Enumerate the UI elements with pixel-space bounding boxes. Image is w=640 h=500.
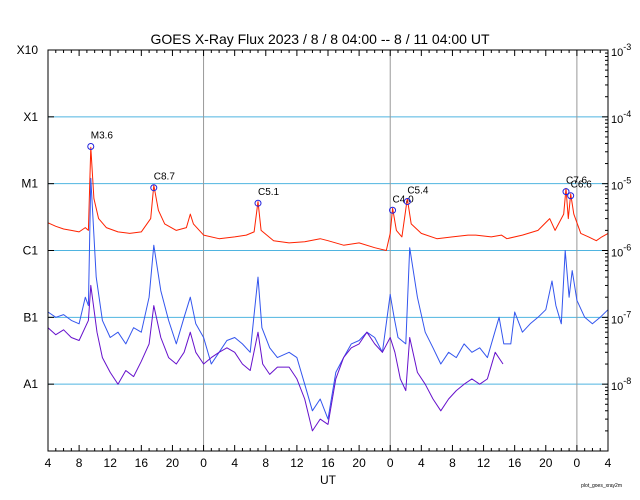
y-left-tick-label: C1	[23, 244, 39, 258]
flare-label: C6.6	[571, 180, 593, 191]
x-tick-label: 12	[104, 456, 118, 470]
plot-credit: plot_goes_xray2m	[581, 483, 622, 489]
x-tick-label: 20	[166, 456, 180, 470]
x-tick-label: 0	[387, 456, 394, 470]
x-tick-label: 12	[290, 456, 304, 470]
y-left-tick-label: M1	[21, 177, 38, 191]
y-left-tick-label: X10	[17, 43, 39, 57]
flare-label: C4.0	[393, 194, 415, 205]
x-tick-label: 8	[76, 456, 83, 470]
y-axis-left-labels: X10 X1 M1 C1 B1 A1	[17, 43, 54, 391]
x-tick-label: 4	[605, 456, 612, 470]
day-boundary-lines	[203, 50, 578, 451]
flare-annotations: M3.6 C8.7 C5.1 C4.0C5.4 C7.6C6.6	[87, 130, 593, 214]
x-tick-label: 8	[262, 456, 269, 470]
y-left-tick-label: B1	[23, 310, 38, 324]
flare-label: C7.6	[566, 176, 588, 187]
flare-label: C5.1	[258, 187, 280, 198]
x-tick-label: 12	[477, 456, 491, 470]
flare-marker	[567, 192, 575, 200]
flare-marker	[389, 206, 397, 214]
flare-label: C8.7	[154, 172, 176, 183]
series-line-0	[47, 146, 609, 251]
flare-marker	[403, 198, 411, 206]
x-axis-ticks: 4 8 12 16 20 0 4 8 12 16 20 0 4 8 12 16 20 0 4	[45, 50, 612, 470]
x-tick-label: 16	[508, 456, 522, 470]
flare-marker	[562, 188, 570, 196]
data-series	[47, 146, 609, 432]
x-tick-label: 20	[539, 456, 553, 470]
x-tick-label: 16	[321, 456, 335, 470]
x-axis-label: UT	[320, 473, 337, 487]
x-tick-label: 0	[200, 456, 207, 470]
y-left-tick-label: X1	[23, 110, 38, 124]
x-tick-label: 4	[418, 456, 425, 470]
x-tick-label: 4	[45, 456, 52, 470]
gridlines	[48, 116, 608, 385]
flare-marker	[150, 184, 158, 192]
series-line-1	[47, 177, 609, 420]
flare-marker	[254, 199, 262, 207]
series-line-2	[47, 284, 504, 432]
x-tick-label: 16	[135, 456, 149, 470]
flare-label: C5.4	[407, 186, 429, 197]
x-tick-label: 0	[574, 456, 581, 470]
x-tick-label: 8	[449, 456, 456, 470]
y-left-tick-label: A1	[23, 377, 38, 391]
chart-title: GOES X-Ray Flux 2023 / 8 / 8 04:00 -- 8 …	[150, 31, 489, 47]
flare-label: M3.6	[91, 130, 114, 141]
x-tick-label: 20	[352, 456, 366, 470]
x-tick-label: 4	[231, 456, 238, 470]
flare-marker	[87, 142, 95, 150]
